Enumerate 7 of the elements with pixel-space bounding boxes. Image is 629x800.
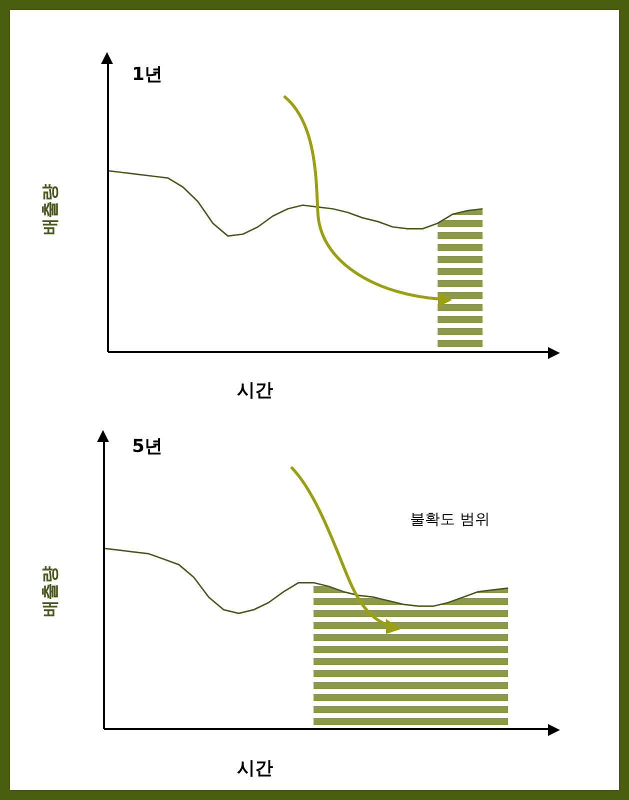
chart-title: 5년 [132,435,163,458]
y-axis-title: 배출량 [40,565,62,619]
x-axis-title: 시간 [236,379,274,402]
text: 불확도 범위 [409,510,491,529]
y-axis-title: 배출량 [40,183,62,237]
x-axis-title: 시간 [236,757,274,780]
chart-title: 1년 [132,63,163,86]
